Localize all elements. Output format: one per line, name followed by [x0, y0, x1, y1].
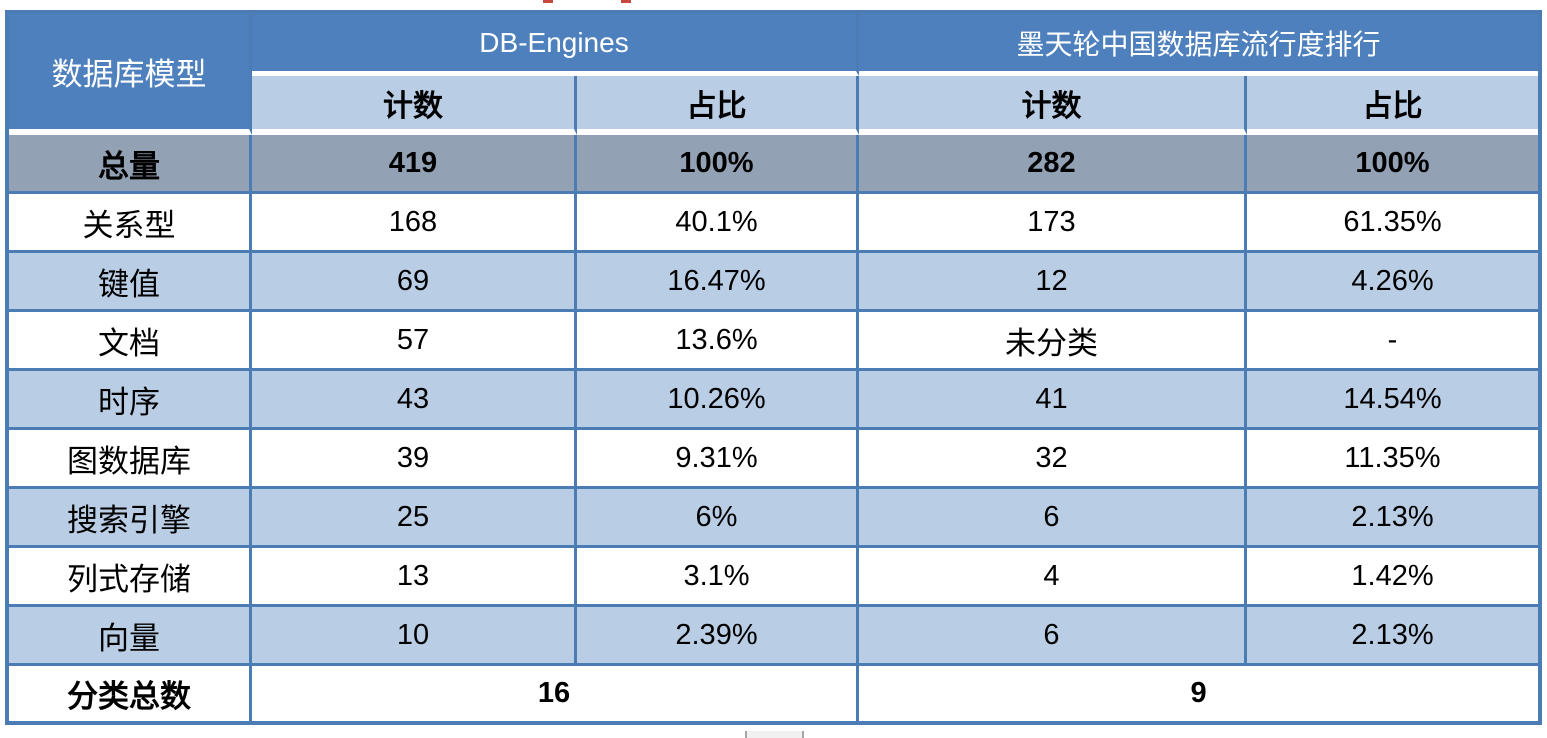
scrollbar-thumb-fragment[interactable]	[745, 731, 804, 738]
row-label-cell: 文档	[9, 312, 252, 371]
value-cell: 69	[252, 253, 577, 312]
database-model-comparison-table: 数据库模型 DB-Engines 墨天轮中国数据库流行度排行 计数 占比 计数 …	[5, 10, 1543, 725]
table-row-vector: 向量 10 2.39% 6 2.13%	[9, 607, 1539, 666]
table-row-category-count: 分类总数 16 9	[9, 666, 1539, 721]
row-label-cell: 关系型	[9, 194, 252, 253]
value-cell: 13.6%	[577, 312, 859, 371]
subheader-dbengines-count: 计数	[252, 76, 577, 135]
row-label-cell: 列式存储	[9, 548, 252, 607]
row-label-cell: 搜索引擎	[9, 489, 252, 548]
value-cell: 6	[859, 489, 1247, 548]
value-cell: 6%	[577, 489, 859, 548]
value-cell: 12	[859, 253, 1247, 312]
footer-label-cell: 分类总数	[9, 666, 252, 721]
footer-motianlun-total-cell: 9	[859, 666, 1539, 721]
value-cell: -	[1247, 312, 1539, 371]
value-cell: 100%	[577, 135, 859, 194]
value-cell: 未分类	[859, 312, 1247, 371]
corner-header-cell: 数据库模型	[9, 14, 252, 135]
value-cell: 282	[859, 135, 1247, 194]
value-cell: 6	[859, 607, 1247, 666]
value-cell: 57	[252, 312, 577, 371]
value-cell: 41	[859, 371, 1247, 430]
header-group-motianlun: 墨天轮中国数据库流行度排行	[859, 14, 1539, 76]
row-label-cell: 图数据库	[9, 430, 252, 489]
value-cell: 39	[252, 430, 577, 489]
table-row-document: 文档 57 13.6% 未分类 -	[9, 312, 1539, 371]
value-cell: 61.35%	[1247, 194, 1539, 253]
value-cell: 25	[252, 489, 577, 548]
header-group-db-engines: DB-Engines	[252, 14, 859, 76]
value-cell: 4.26%	[1247, 253, 1539, 312]
subheader-motianlun-count: 计数	[859, 76, 1247, 135]
table-row-relational: 关系型 168 40.1% 173 61.35%	[9, 194, 1539, 253]
value-cell: 2.13%	[1247, 489, 1539, 548]
value-cell: 100%	[1247, 135, 1539, 194]
value-cell: 13	[252, 548, 577, 607]
value-cell: 4	[859, 548, 1247, 607]
value-cell: 11.35%	[1247, 430, 1539, 489]
subheader-motianlun-share: 占比	[1247, 76, 1539, 135]
value-cell: 168	[252, 194, 577, 253]
row-label-cell: 向量	[9, 607, 252, 666]
value-cell: 2.39%	[577, 607, 859, 666]
table-row-graph: 图数据库 39 9.31% 32 11.35%	[9, 430, 1539, 489]
table-row-searchengine: 搜索引擎 25 6% 6 2.13%	[9, 489, 1539, 548]
footer-dbengines-total-cell: 16	[252, 666, 859, 721]
row-label-cell: 键值	[9, 253, 252, 312]
value-cell: 9.31%	[577, 430, 859, 489]
red-text-remnant-right	[621, 0, 631, 3]
value-cell: 14.54%	[1247, 371, 1539, 430]
value-cell: 173	[859, 194, 1247, 253]
table-row-keyvalue: 键值 69 16.47% 12 4.26%	[9, 253, 1539, 312]
value-cell: 3.1%	[577, 548, 859, 607]
value-cell: 43	[252, 371, 577, 430]
row-label-cell: 总量	[9, 135, 252, 194]
value-cell: 10	[252, 607, 577, 666]
value-cell: 32	[859, 430, 1247, 489]
value-cell: 419	[252, 135, 577, 194]
red-text-remnant-left	[543, 0, 553, 3]
value-cell: 2.13%	[1247, 607, 1539, 666]
subheader-dbengines-share: 占比	[577, 76, 859, 135]
value-cell: 1.42%	[1247, 548, 1539, 607]
table-row-timeseries: 时序 43 10.26% 41 14.54%	[9, 371, 1539, 430]
table-row-columnar: 列式存储 13 3.1% 4 1.42%	[9, 548, 1539, 607]
row-label-cell: 时序	[9, 371, 252, 430]
value-cell: 16.47%	[577, 253, 859, 312]
value-cell: 10.26%	[577, 371, 859, 430]
value-cell: 40.1%	[577, 194, 859, 253]
table-row-total: 总量 419 100% 282 100%	[9, 135, 1539, 194]
